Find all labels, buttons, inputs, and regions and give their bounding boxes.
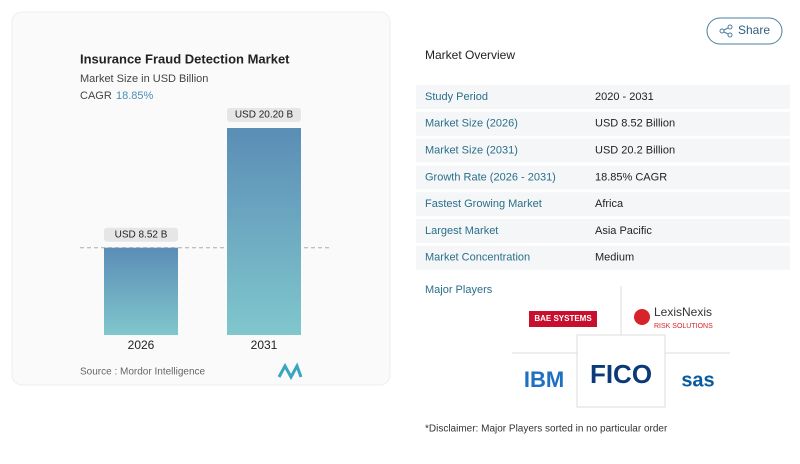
table-row	[416, 85, 790, 109]
share-icon	[719, 24, 733, 38]
logo-ibm: IBM	[524, 367, 564, 392]
logo-bae-text: BAE SYSTEMS	[534, 314, 592, 323]
row-label: Market Size (2031)	[425, 145, 518, 157]
disclaimer: *Disclaimer: Major Players sorted in no …	[425, 424, 668, 435]
row-value: 2020 - 2031	[595, 91, 654, 103]
row-value: Asia Pacific	[595, 225, 652, 237]
bar	[227, 128, 301, 335]
table-row	[416, 245, 790, 270]
chart-card	[11, 11, 391, 386]
table-row	[416, 111, 790, 136]
row-label: Market Size (2026)	[425, 118, 518, 130]
cagr-value: 18.85%	[116, 90, 154, 102]
share-label[interactable]: Share	[738, 23, 770, 37]
table-row	[416, 219, 790, 243]
row-label: Growth Rate (2026 - 2031)	[425, 171, 556, 183]
logo-grid	[512, 286, 730, 408]
value-label: USD 8.52 B	[115, 229, 168, 240]
players-title: Major Players	[425, 284, 493, 296]
logo-lexis: LexisNexis	[654, 305, 712, 319]
table-row	[416, 165, 790, 190]
value-label: USD 20.20 B	[235, 110, 294, 121]
row-label: Market Concentration	[425, 252, 530, 264]
row-value: USD 20.2 Billion	[595, 145, 675, 157]
cagr-label: CAGR	[80, 90, 112, 102]
row-value: Medium	[595, 252, 634, 264]
x-tick-label: 2031	[251, 338, 278, 352]
row-value: 18.85% CAGR	[595, 171, 667, 183]
logo-sas: sas	[681, 369, 714, 391]
table-row	[416, 192, 790, 217]
logo-lexis-sub: RISK SOLUTIONS	[654, 323, 713, 330]
table-row	[416, 138, 790, 163]
value-label-bg	[227, 108, 301, 122]
row-label: Fastest Growing Market	[425, 198, 542, 210]
logo-fico: FICO	[590, 359, 652, 389]
logo-lexis-icon	[634, 309, 650, 325]
bar	[104, 247, 178, 335]
share-button[interactable]	[706, 17, 783, 45]
brand-logo	[277, 362, 303, 381]
source: Source : Mordor Intelligence	[80, 367, 206, 378]
row-label: Largest Market	[425, 225, 498, 237]
row-value: USD 8.52 Billion	[595, 118, 675, 130]
value-label-bg	[104, 227, 178, 242]
row-value: Africa	[595, 198, 624, 210]
row-label: Study Period	[425, 91, 488, 103]
x-tick-label: 2026	[128, 338, 155, 352]
chart-subtitle: Market Size in USD Billion	[80, 73, 208, 85]
logo-bae-bg	[529, 311, 597, 327]
overview-title: Market Overview	[425, 48, 515, 62]
chart-title: Insurance Fraud Detection Market	[80, 51, 290, 66]
